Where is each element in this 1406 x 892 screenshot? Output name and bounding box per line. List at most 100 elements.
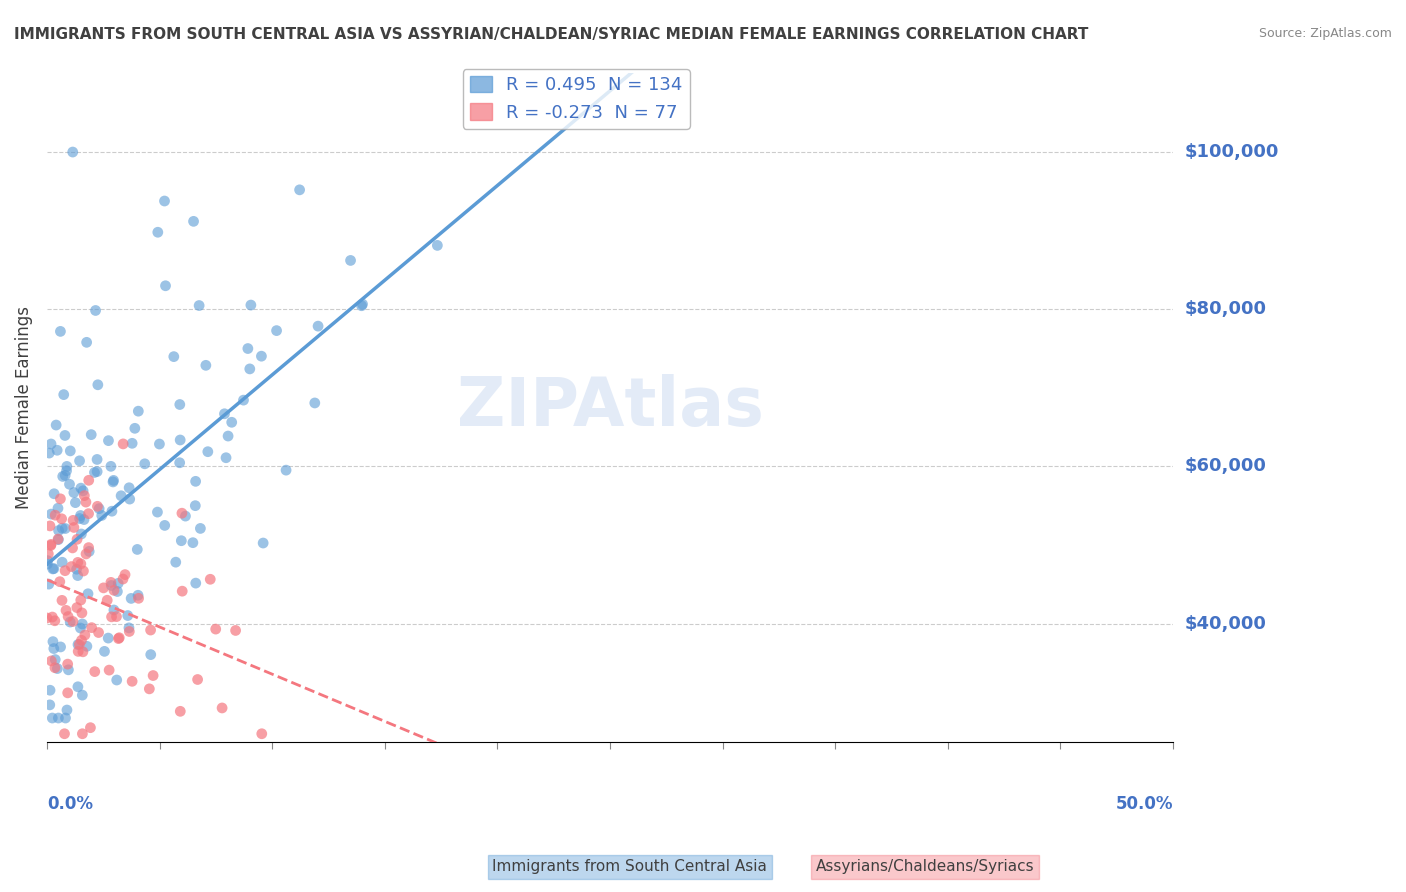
Point [62,513,84,527]
Point [53,428,76,442]
Point [37,557,59,571]
Point [194,359,217,373]
Point [48,711,70,725]
Point [110,489,132,503]
Point [239,298,262,312]
Point [266,324,288,338]
Point [41,711,63,725]
Point [103,603,125,617]
Point [56,686,79,700]
Point [142,668,165,682]
Point [190,521,212,535]
Point [59,615,82,629]
Point [42,634,65,648]
Point [155,278,177,293]
Point [103,583,125,598]
Point [127,588,149,602]
Point [250,349,273,363]
Point [67,637,90,651]
Point [89,501,111,516]
Point [86,500,108,514]
Point [77,541,100,555]
Point [76,335,98,350]
Point [46,532,69,546]
Point [73,489,96,503]
Point [350,299,373,313]
Point [51,593,73,607]
Point [41,654,63,668]
Point [184,499,207,513]
Point [62,541,84,555]
Text: Source: ZipAtlas.com: Source: ZipAtlas.com [1258,27,1392,40]
Text: $100,000: $100,000 [1184,143,1278,161]
Point [44,508,66,523]
Point [204,622,226,636]
Point [170,533,193,548]
Point [73,628,96,642]
Point [107,632,129,646]
Point [69,511,91,525]
Point [148,437,170,451]
Point [35,611,58,625]
Y-axis label: Median Female Earnings: Median Female Earnings [15,306,32,509]
Point [118,624,141,639]
Point [45,418,67,433]
Point [79,721,101,735]
Point [120,591,142,606]
Point [38,446,60,460]
Point [39,519,62,533]
Point [117,608,139,623]
Point [184,475,207,489]
Point [49,574,72,589]
Point [48,533,70,547]
Point [103,474,125,488]
Point [339,253,361,268]
Point [70,527,93,541]
Point [41,610,63,624]
Point [75,547,97,561]
Point [49,640,72,654]
Point [49,325,72,339]
Point [66,600,89,615]
Point [56,703,79,717]
Point [138,681,160,696]
Point [86,465,108,479]
Point [58,477,80,491]
Point [83,466,105,480]
Point [153,518,176,533]
Point [97,434,120,448]
Point [139,648,162,662]
Point [63,485,86,500]
Point [67,644,90,658]
Point [121,436,143,450]
Point [55,711,77,725]
Point [232,393,254,408]
Point [80,427,103,442]
Text: IMMIGRANTS FROM SOUTH CENTRAL ASIA VS ASSYRIAN/CHALDEAN/SYRIAC MEDIAN FEMALE EAR: IMMIGRANTS FROM SOUTH CENTRAL ASIA VS AS… [14,27,1088,42]
Point [236,342,259,356]
Point [111,572,134,586]
Point [181,535,204,549]
Point [93,644,115,658]
Point [225,624,247,638]
Point [217,429,239,443]
Point [69,454,91,468]
Point [56,459,79,474]
Point [62,145,84,159]
Point [37,554,59,568]
Point [77,473,100,487]
Point [146,505,169,519]
Point [65,495,87,509]
Point [252,536,274,550]
Point [304,396,326,410]
Point [288,183,311,197]
Point [42,562,65,576]
Point [66,638,89,652]
Point [70,606,93,620]
Point [42,487,65,501]
Point [127,542,149,557]
Point [170,506,193,520]
Point [66,568,89,582]
Point [46,443,69,458]
Point [197,444,219,458]
